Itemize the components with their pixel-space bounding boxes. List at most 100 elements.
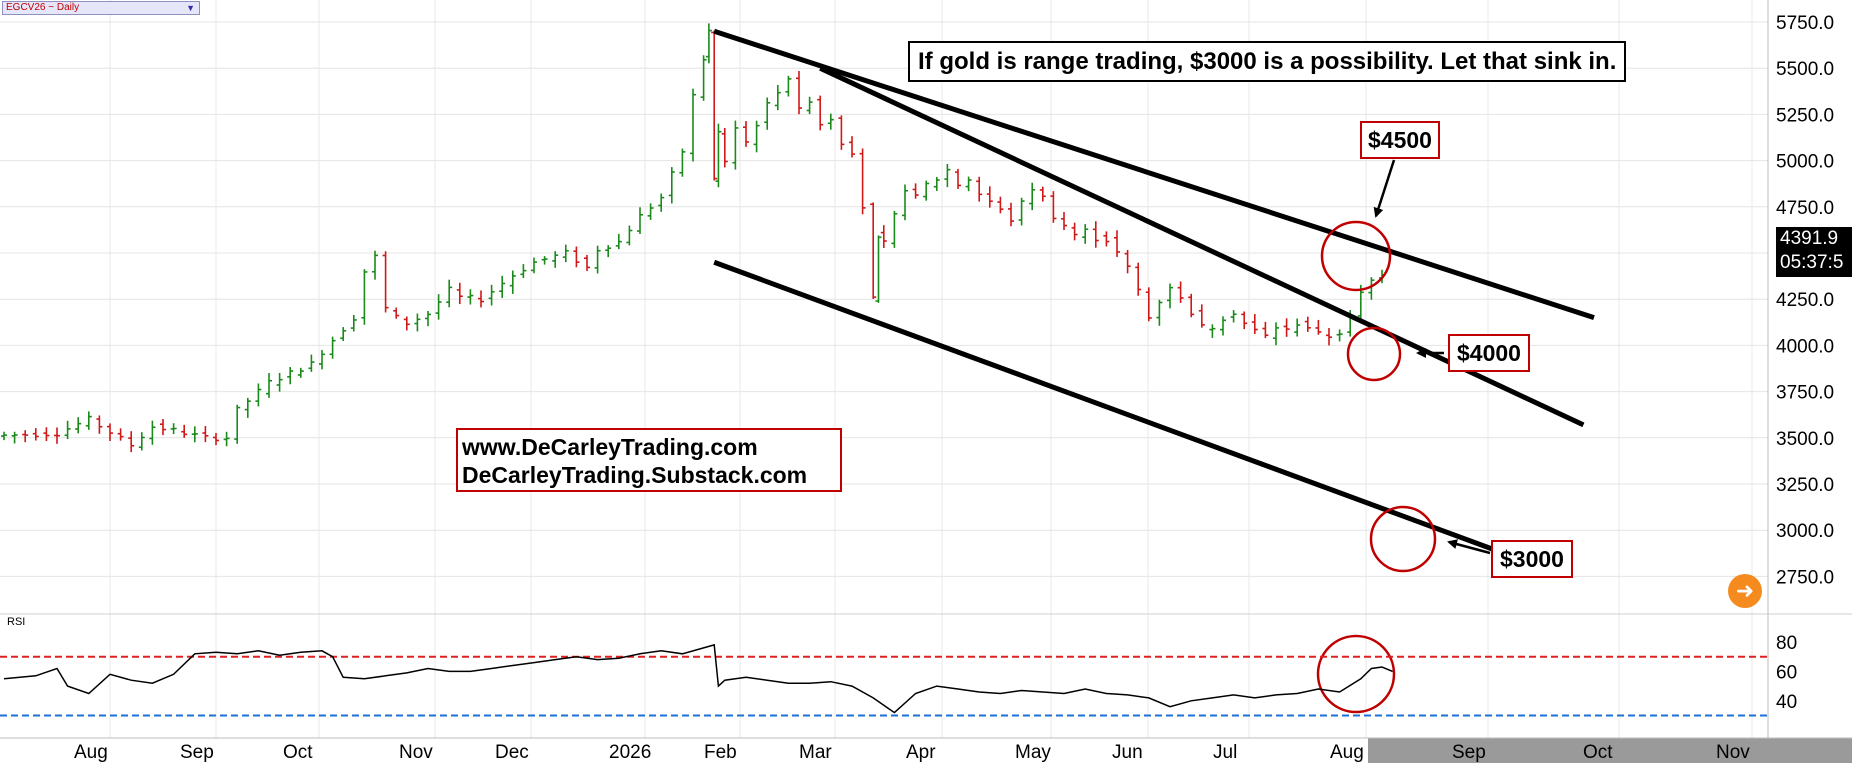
ohlc-bar xyxy=(647,203,654,220)
ohlc-bar xyxy=(138,432,145,451)
ohlc-bar xyxy=(1220,316,1226,336)
ohlc-bar xyxy=(520,264,527,279)
ohlc-bar xyxy=(414,313,421,332)
ohlc-bar xyxy=(1008,202,1014,227)
ohlc-bar xyxy=(785,75,792,97)
ohlc-bar xyxy=(1071,222,1078,241)
ohlc-bar xyxy=(1082,224,1089,244)
ohlc-bar xyxy=(1230,310,1237,323)
ohlc-bar xyxy=(266,372,272,398)
month-label: Feb xyxy=(704,742,737,763)
ohlc-bar xyxy=(626,225,633,246)
ohlc-bar xyxy=(605,245,612,258)
ohlc-bar xyxy=(700,55,707,101)
month-label: Jul xyxy=(1213,742,1237,763)
ohlc-bar xyxy=(531,257,537,274)
ohlc-bar xyxy=(870,202,877,299)
ohlc-bar xyxy=(827,113,834,130)
ohlc-bar xyxy=(838,115,845,150)
ohlc-bar xyxy=(902,184,908,221)
price-tick-label: 5250.0 xyxy=(1776,105,1834,126)
ohlc-bar xyxy=(85,411,92,430)
ohlc-bar xyxy=(705,23,712,64)
rsi-target-circle xyxy=(1316,634,1396,714)
last-price: 4391.9 xyxy=(1780,228,1839,249)
ohlc-bar xyxy=(933,176,940,191)
ohlc-bar xyxy=(806,96,813,115)
ohlc-bar xyxy=(202,426,209,443)
ohlc-bar xyxy=(403,316,410,331)
ohlc-bar xyxy=(615,233,622,250)
ohlc-bar xyxy=(1124,249,1131,274)
arrow-right-icon[interactable]: ➜ xyxy=(1728,574,1762,608)
ohlc-bar xyxy=(32,428,39,441)
rsi-tick-label: 60 xyxy=(1776,662,1797,683)
ohlc-bar xyxy=(393,307,400,319)
ohlc-bar xyxy=(181,424,188,438)
ohlc-bar xyxy=(1156,299,1163,326)
ohlc-bar xyxy=(435,294,442,320)
ohlc-bar xyxy=(774,84,781,111)
ohlc-bar xyxy=(107,423,113,441)
ohlc-bar xyxy=(976,176,983,202)
rsi-panel xyxy=(0,613,1852,717)
month-label: Sep xyxy=(1452,742,1486,763)
ohlc-bar xyxy=(64,420,71,440)
ohlc-bar xyxy=(955,168,961,190)
ohlc-bar xyxy=(891,210,898,248)
substack-url: DeCarleyTrading.Substack.com xyxy=(462,462,808,488)
month-label: Aug xyxy=(1330,742,1364,763)
ohlc-bar xyxy=(1251,314,1258,334)
symbol-selector[interactable]: EGCV26 ~ Daily ▼ xyxy=(2,1,200,15)
trendline-upper-channel xyxy=(713,28,1595,321)
ohlc-bar xyxy=(149,420,156,445)
ohlc-bar xyxy=(753,120,760,153)
month-label: Nov xyxy=(1716,742,1750,763)
ohlc-bar xyxy=(1315,319,1322,335)
ohlc-bar xyxy=(350,314,357,332)
ohlc-bar xyxy=(382,251,389,313)
ohlc-bar xyxy=(584,254,590,272)
ohlc-bar xyxy=(297,367,304,378)
month-label: Mar xyxy=(799,742,832,763)
ohlc-bar xyxy=(234,404,241,444)
ohlc-bar xyxy=(191,426,198,443)
ohlc-bar xyxy=(329,336,336,359)
ohlc-bar xyxy=(690,88,696,162)
future-date-shade xyxy=(1368,738,1852,763)
ohlc-bar xyxy=(22,430,29,443)
ohlc-bar xyxy=(1135,262,1142,296)
ohlc-bar xyxy=(1103,231,1110,247)
ohlc-bar xyxy=(1061,212,1067,231)
ohlc-bar xyxy=(1114,230,1120,258)
ohlc-bar xyxy=(1262,321,1269,339)
ohlc-bar xyxy=(912,183,919,199)
ohlc-bar xyxy=(594,245,601,274)
ohlc-bar xyxy=(668,167,675,204)
ohlc-bar xyxy=(1145,287,1152,322)
month-label: May xyxy=(1015,742,1051,763)
symbol-label: EGCV26 ~ Daily xyxy=(6,2,80,13)
month-label: Oct xyxy=(283,742,313,763)
ohlc-bar xyxy=(880,225,887,248)
ohlc-bar xyxy=(1241,311,1248,330)
ohlc-bar xyxy=(1273,322,1279,346)
price-tick-label: 3750.0 xyxy=(1776,383,1834,404)
ohlc-bar xyxy=(1326,327,1332,346)
price-tick-label: 3000.0 xyxy=(1776,521,1834,542)
price-tick-label: 4250.0 xyxy=(1776,290,1834,311)
price-tick-label: 2750.0 xyxy=(1776,567,1834,588)
ohlc-bar xyxy=(75,417,82,434)
ohlc-bar xyxy=(875,235,882,303)
ohlc-bar xyxy=(1357,284,1364,323)
chevron-down-icon[interactable]: ▼ xyxy=(186,3,195,13)
price-tick-label: 4750.0 xyxy=(1776,198,1834,219)
ohlc-bar xyxy=(1294,318,1301,337)
ohlc-bar xyxy=(1188,293,1195,318)
last-price-tag: 4391.9 05:37:5 xyxy=(1776,227,1852,277)
callout-3000: $3000 xyxy=(1491,540,1573,578)
ohlc-bar xyxy=(764,97,771,130)
ohlc-bar xyxy=(255,383,262,407)
